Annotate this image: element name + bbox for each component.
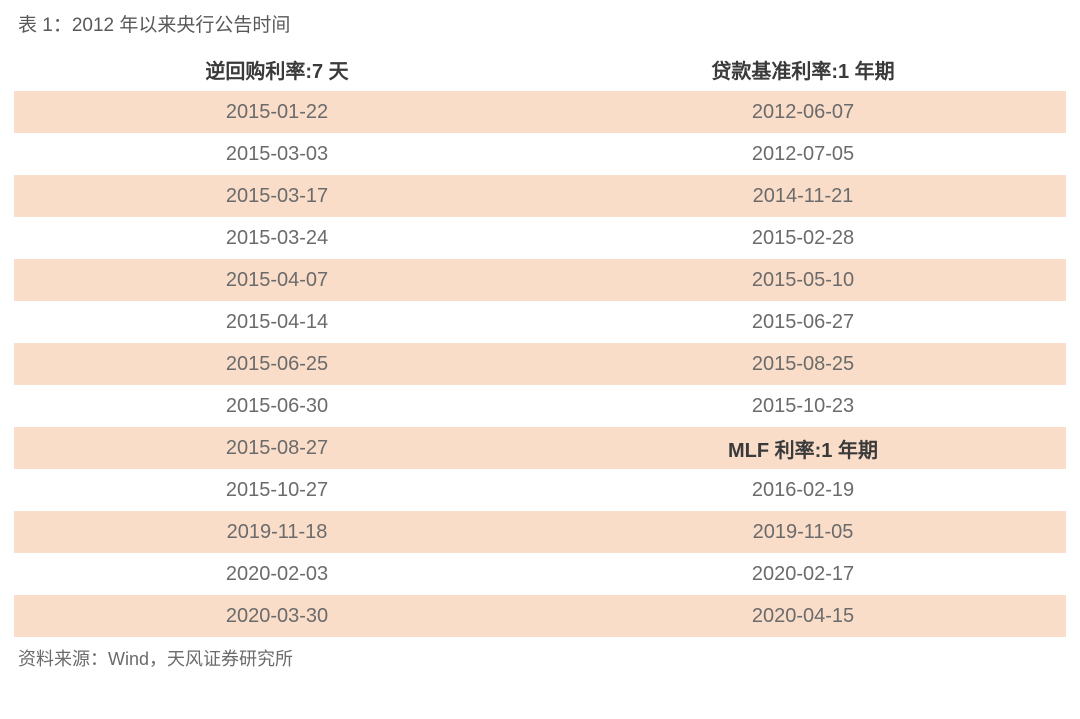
table-cell-left: 2015-04-14	[14, 311, 540, 334]
table-cell-left: 2015-06-30	[14, 395, 540, 418]
table-cell-right: 2020-02-17	[540, 563, 1066, 586]
table-cell-right: 2020-04-15	[540, 605, 1066, 628]
table-cell-right: 2015-05-10	[540, 269, 1066, 292]
table-row: 2020-03-302020-04-15	[14, 595, 1066, 637]
table-cell-right: 2014-11-21	[540, 185, 1066, 208]
table-cell-right: 2016-02-19	[540, 479, 1066, 502]
table-cell-left: 2015-06-25	[14, 353, 540, 376]
table-cell-left: 2015-01-22	[14, 101, 540, 124]
table-row: 2015-04-072015-05-10	[14, 259, 1066, 301]
table-row: 2015-06-302015-10-23	[14, 385, 1066, 427]
table-cell-left: 2015-08-27	[14, 437, 540, 460]
table-cell-left: 2015-03-03	[14, 143, 540, 166]
table-cell-left: 2015-04-07	[14, 269, 540, 292]
table-row: 2015-03-032012-07-05	[14, 133, 1066, 175]
table-cell-right: 2015-08-25	[540, 353, 1066, 376]
table-row: 2015-08-27MLF 利率:1 年期	[14, 427, 1066, 469]
table-row: 2015-03-172014-11-21	[14, 175, 1066, 217]
table-cell-left: 2020-02-03	[14, 563, 540, 586]
table-cell-right: 2012-06-07	[540, 101, 1066, 124]
table-row: 2015-06-252015-08-25	[14, 343, 1066, 385]
table-row: 2019-11-182019-11-05	[14, 511, 1066, 553]
data-table: 逆回购利率:7 天 贷款基准利率:1 年期 2015-01-222012-06-…	[14, 47, 1066, 637]
table-cell-left: 2020-03-30	[14, 605, 540, 628]
table-row: 2015-10-272016-02-19	[14, 469, 1066, 511]
table-cell-left: 2019-11-18	[14, 521, 540, 544]
table-cell-right: 2015-06-27	[540, 311, 1066, 334]
table-caption: 表 1：2012 年以来央行公告时间	[14, 10, 1066, 37]
table-cell-right: MLF 利率:1 年期	[540, 434, 1066, 463]
table-cell-left: 2015-03-17	[14, 185, 540, 208]
table-cell-right: 2015-10-23	[540, 395, 1066, 418]
column-header-left: 逆回购利率:7 天	[14, 55, 540, 84]
table-row: 2015-01-222012-06-07	[14, 91, 1066, 133]
table-cell-left: 2015-03-24	[14, 227, 540, 250]
table-cell-right: 2019-11-05	[540, 521, 1066, 544]
table-header-row: 逆回购利率:7 天 贷款基准利率:1 年期	[14, 47, 1066, 91]
table-row: 2020-02-032020-02-17	[14, 553, 1066, 595]
table-cell-left: 2015-10-27	[14, 479, 540, 502]
column-header-right: 贷款基准利率:1 年期	[540, 55, 1066, 84]
data-source: 资料来源：Wind，天风证券研究所	[14, 645, 1066, 671]
table-row: 2015-04-142015-06-27	[14, 301, 1066, 343]
table-row: 2015-03-242015-02-28	[14, 217, 1066, 259]
table-body: 2015-01-222012-06-072015-03-032012-07-05…	[14, 91, 1066, 637]
table-cell-right: 2012-07-05	[540, 143, 1066, 166]
table-cell-right: 2015-02-28	[540, 227, 1066, 250]
